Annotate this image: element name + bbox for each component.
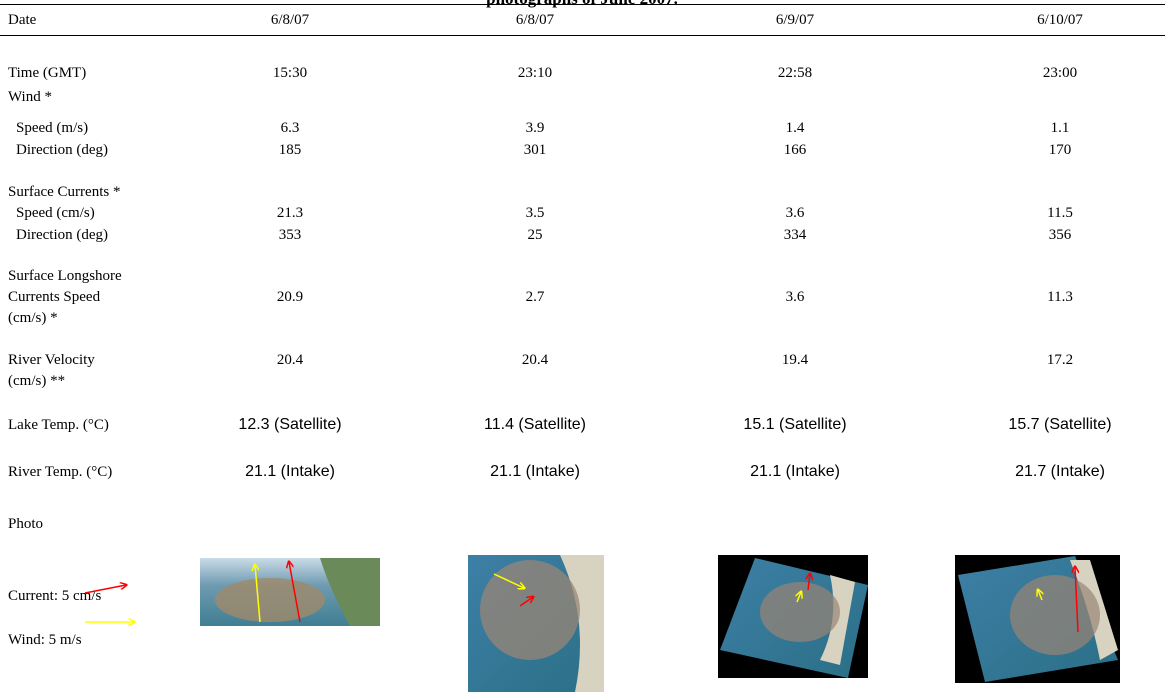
cell-value: 20.4 (521, 352, 549, 368)
row-label: Lake Temp. (°C) (8, 417, 109, 433)
row-label: Time (GMT) (8, 65, 87, 81)
cell-value: 301 (523, 142, 547, 158)
cell-value: 170 (1048, 142, 1072, 158)
cell-value: 334 (783, 227, 807, 243)
cell-value: 11.4 (Satellite) (484, 416, 586, 433)
column-header: 6/9/07 (775, 12, 815, 28)
cell-value: 22:58 (777, 65, 813, 81)
column-header: 6/10/07 (1037, 12, 1083, 28)
cell-value: 3.9 (525, 120, 545, 136)
cell-value: 12.3 (Satellite) (238, 416, 342, 433)
cell-value: 2.7 (525, 289, 545, 305)
cell-value: 3.6 (785, 289, 805, 305)
row-label: River Temp. (°C) (8, 464, 113, 480)
cell-value: 3.5 (525, 205, 545, 221)
rule (0, 4, 1165, 5)
row-label: (cm/s) * (8, 310, 58, 326)
cell-value: 166 (783, 142, 807, 158)
column-header: 6/8/07 (515, 12, 555, 28)
row-label: Surface Currents * (8, 184, 121, 200)
cell-value: 11.3 (1047, 289, 1073, 305)
row-label: Speed (m/s) (16, 120, 89, 136)
cell-value: 6.3 (280, 120, 300, 136)
cell-value: 11.5 (1047, 205, 1073, 221)
cell-value: 1.4 (785, 120, 805, 136)
cell-value: 20.4 (276, 352, 304, 368)
row-label: River Velocity (8, 352, 95, 368)
row-label: Direction (deg) (16, 142, 109, 158)
cell-value: 21.1 (Intake) (490, 463, 580, 480)
cell-value: 19.4 (781, 352, 809, 368)
cell-value: 21.1 (Intake) (245, 463, 335, 480)
cell-value: 15.1 (Satellite) (743, 416, 847, 433)
photo-label: Photo (8, 516, 44, 532)
row-label: Wind * (8, 89, 52, 105)
cell-value: 356 (1048, 227, 1072, 243)
cell-value: 21.1 (Intake) (750, 463, 840, 480)
legend-current: Current: 5 cm/s (8, 588, 102, 604)
cell-value: 1.1 (1050, 120, 1070, 136)
row-label: Surface Longshore (8, 268, 122, 284)
row-label: (cm/s) ** (8, 373, 66, 389)
cell-value: 23:10 (517, 65, 553, 81)
cell-value: 185 (278, 142, 302, 158)
cell-value: 23:00 (1042, 65, 1078, 81)
cell-value: 21.3 (276, 205, 304, 221)
column-header: Date (8, 12, 37, 28)
cell-value: 17.2 (1046, 352, 1074, 368)
cell-value: 25 (527, 227, 543, 243)
cell-value: 3.6 (785, 205, 805, 221)
cell-value: 20.9 (276, 289, 304, 305)
cell-value: 353 (278, 227, 302, 243)
row-label: Speed (cm/s) (16, 205, 95, 221)
row-label: Direction (deg) (16, 227, 109, 243)
cell-value: 21.7 (Intake) (1015, 463, 1105, 480)
title: photographs of June 2007. (486, 0, 678, 8)
column-header: 6/8/07 (270, 12, 310, 28)
cell-value: 15:30 (272, 65, 308, 81)
legend-wind: Wind: 5 m/s (8, 632, 82, 648)
rule (0, 35, 1165, 36)
row-label: Currents Speed (8, 289, 101, 305)
cell-value: 15.7 (Satellite) (1008, 416, 1112, 433)
